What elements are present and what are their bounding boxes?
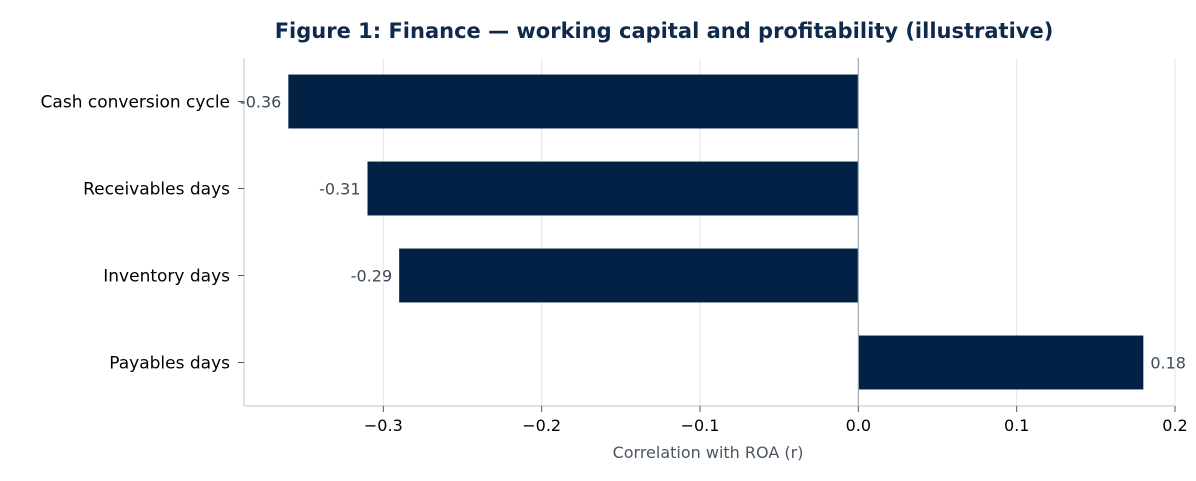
bars [288,74,1144,390]
x-tick-label-3: 0.0 [846,416,871,435]
x-tick-label-1: −0.2 [522,416,561,435]
category-label-1: Receivables days [83,180,230,200]
category-label-0: Cash conversion cycle [41,93,230,113]
bar-0 [288,74,859,129]
plot-frame [243,58,1175,407]
data-label-1: -0.31 [319,180,360,199]
category-label-2: Inventory days [103,267,230,287]
x-tick-label-5: 0.2 [1162,416,1187,435]
data-label-0: -0.36 [240,93,281,112]
category-label-3: Payables days [109,354,230,374]
x-axis-label: Correlation with ROA (r) [613,443,804,462]
chart-title: Figure 1: Finance — working capital and … [275,19,1054,43]
x-tick-label-2: −0.1 [681,416,720,435]
bar-2 [399,248,859,303]
data-labels: -0.36 -0.31 -0.29 0.18 [240,93,1186,373]
x-tick-label-0: −0.3 [364,416,403,435]
x-tick-labels: −0.3 −0.2 −0.1 0.0 0.1 0.2 [364,406,1188,435]
category-labels: Cash conversion cycle Receivables days Inv… [41,93,244,374]
bar-3 [858,335,1144,390]
x-tick-label-4: 0.1 [1004,416,1029,435]
bar-1 [367,161,859,216]
data-label-2: -0.29 [351,267,392,286]
data-label-3: 0.18 [1150,354,1186,373]
